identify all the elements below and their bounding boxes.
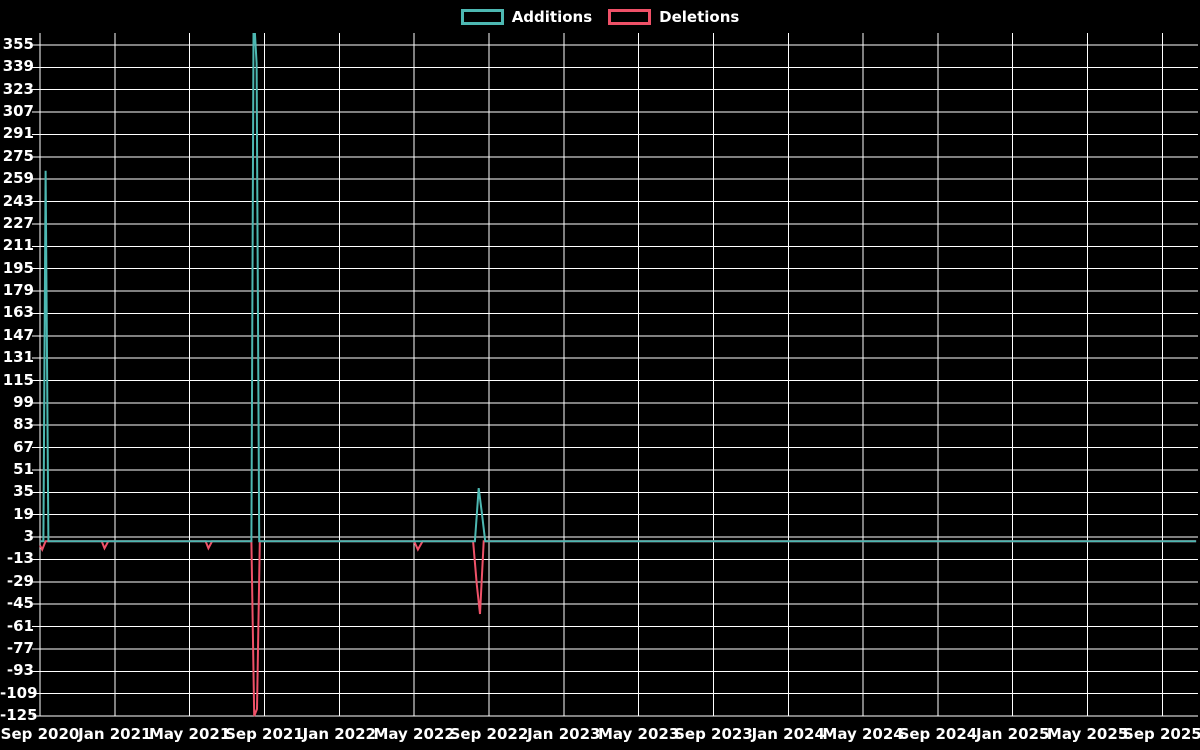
x-tick-label: Jan 2025 [976, 725, 1050, 743]
x-tick-label: May 2022 [373, 725, 455, 743]
legend-item-deletions[interactable]: Deletions [608, 8, 739, 26]
x-tick-label: Sep 2020 [0, 725, 80, 743]
y-tick-label: 259 [2, 169, 34, 188]
y-tick-label: 243 [2, 191, 34, 210]
y-tick-label: 51 [13, 459, 34, 478]
x-tick-label: May 2024 [822, 725, 904, 743]
y-tick-label: 131 [2, 348, 34, 367]
legend-label-additions: Additions [511, 8, 593, 26]
y-tick-label: 3 [23, 527, 34, 546]
gridlines [32, 33, 1198, 717]
y-tick-label: -125 [0, 706, 38, 724]
y-tick-label: 35 [13, 482, 34, 501]
x-tick-label: Sep 2024 [898, 725, 978, 743]
y-tick-label: -61 [6, 616, 34, 635]
y-tick-label: 323 [2, 79, 34, 98]
x-tick-label: May 2025 [1046, 725, 1129, 743]
legend-swatch-deletions-icon [608, 9, 652, 25]
y-tick-label: -77 [6, 638, 34, 657]
y-tick-label: 307 [2, 102, 34, 121]
y-tick-label: -45 [6, 594, 34, 613]
legend-item-additions[interactable]: Additions [460, 8, 593, 26]
y-tick-label: 195 [2, 258, 34, 277]
y-tick-label: 147 [2, 325, 34, 344]
x-tick-label: Sep 2021 [225, 725, 304, 743]
x-tick-label: May 2021 [148, 725, 231, 743]
y-tick-label: 19 [13, 504, 34, 523]
x-tick-label: Sep 2022 [449, 725, 529, 743]
y-tick-label: 227 [2, 213, 34, 232]
legend-label-deletions: Deletions [659, 8, 740, 26]
y-tick-label: 115 [2, 370, 34, 389]
x-tick-label: Jan 2023 [527, 725, 601, 743]
x-tick-label: Jan 2021 [78, 725, 152, 743]
x-tick-label: Sep 2023 [674, 725, 753, 743]
y-tick-label: 355 [2, 35, 34, 53]
y-tick-label: 67 [13, 437, 34, 456]
chart-legend: Additions Deletions [0, 6, 1200, 28]
y-tick-label: 83 [13, 415, 34, 434]
y-tick-label: 179 [2, 281, 34, 300]
y-tick-label: -109 [0, 683, 38, 702]
series-deletions [39, 540, 1197, 717]
y-tick-label: -13 [6, 549, 34, 568]
x-tick-label: Jan 2022 [302, 725, 376, 743]
y-tick-label: -93 [6, 661, 34, 680]
y-tick-label: 291 [2, 124, 34, 143]
x-tick-label: Jan 2024 [751, 725, 825, 743]
y-tick-label: -29 [6, 571, 34, 590]
y-tick-label: 163 [2, 303, 34, 322]
legend-swatch-additions-icon [460, 9, 504, 25]
series-additions [40, 33, 1197, 543]
x-tick-label: Sep 2025 [1123, 725, 1200, 743]
y-tick-label: 275 [2, 146, 34, 165]
y-tick-label: 99 [13, 392, 34, 411]
x-tick-label: May 2023 [597, 725, 680, 743]
y-tick-label: 211 [2, 236, 34, 255]
series-lines [39, 33, 1197, 717]
y-tick-label: 339 [2, 57, 34, 76]
